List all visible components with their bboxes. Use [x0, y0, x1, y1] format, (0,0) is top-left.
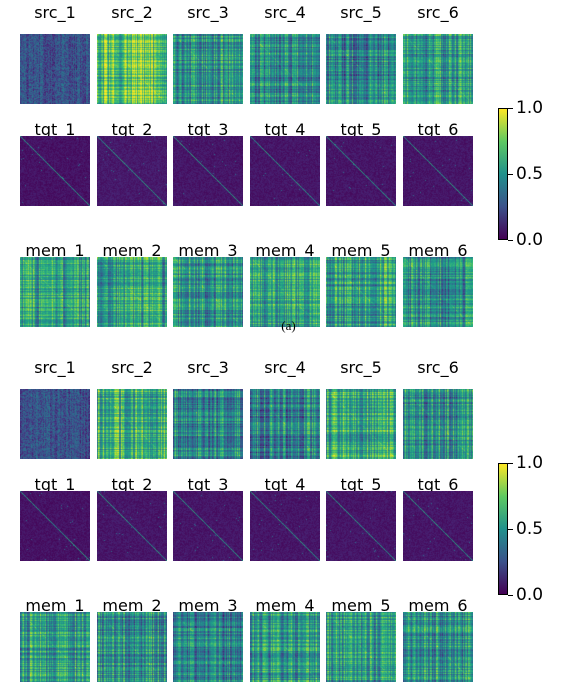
heatmap-tile-src-4 [250, 34, 320, 104]
colorbar-tick-label: 0.5 [516, 164, 544, 184]
heatmap-tile-src-6 [403, 34, 473, 104]
tile-title: mem_4 [255, 596, 315, 615]
heatmap-tile-tgt-2 [97, 136, 167, 206]
heatmap-tile-mem-2 [97, 612, 167, 682]
heatmap-tile-tgt-6 [403, 136, 473, 206]
heatmap-tile-tgt-5 [326, 491, 396, 561]
tile-title: tgt_5 [340, 120, 382, 139]
tile-title: src_1 [34, 358, 76, 377]
heatmap-tile-mem-3 [173, 257, 243, 327]
colorbar-tick [508, 463, 513, 464]
colorbar-tick [508, 240, 513, 241]
colorbar-tick [508, 174, 513, 175]
heatmap-tile-src-5 [326, 34, 396, 104]
heatmap-tile-src-1 [20, 34, 90, 104]
heatmap-tile-src-3 [173, 34, 243, 104]
colorbar-tick-label: 1.0 [516, 98, 544, 118]
tile-title: mem_1 [25, 596, 85, 615]
heatmap-tile-mem-6 [403, 257, 473, 327]
heatmap-tile-mem-2 [97, 257, 167, 327]
colorbar-tick-label: 0.0 [516, 230, 544, 250]
tile-title: src_5 [340, 358, 382, 377]
tile-title: tgt_6 [417, 120, 459, 139]
tile-title: tgt_5 [340, 475, 382, 494]
heatmap-tile-tgt-3 [173, 136, 243, 206]
colorbar-tick-label: 0.5 [516, 519, 544, 539]
tile-title: mem_6 [408, 241, 468, 260]
heatmap-tile-mem-1 [20, 257, 90, 327]
tile-title: tgt_3 [187, 475, 229, 494]
tile-title: src_5 [340, 3, 382, 22]
tile-title: src_6 [417, 3, 459, 22]
tile-title: mem_6 [408, 596, 468, 615]
tile-title: tgt_4 [264, 120, 306, 139]
colorbar-tick [508, 529, 513, 530]
colorbar [498, 108, 508, 240]
tile-title: tgt_6 [417, 475, 459, 494]
heatmap-tile-mem-5 [326, 612, 396, 682]
tile-title: src_4 [264, 358, 306, 377]
colorbar [498, 463, 508, 595]
tile-title: src_3 [187, 3, 229, 22]
figure-panel-b: src_1 src_2 src_3 src_4 src_5 src_6 tgt_1 tgt_2… [0, 355, 577, 682]
tile-title: src_3 [187, 358, 229, 377]
heatmap-tile-tgt-5 [326, 136, 396, 206]
heatmap-tile-mem-4 [250, 612, 320, 682]
heatmap-tile-tgt-1 [20, 136, 90, 206]
heatmap-tile-mem-4 [250, 257, 320, 327]
heatmap-tile-src-2 [97, 34, 167, 104]
tile-title: tgt_3 [187, 120, 229, 139]
tile-title: src_6 [417, 358, 459, 377]
tile-title: src_4 [264, 3, 306, 22]
panel-caption: (a) [281, 318, 296, 333]
tile-title: mem_3 [178, 241, 238, 260]
heatmap-tile-src-5 [326, 389, 396, 459]
heatmap-tile-src-3 [173, 389, 243, 459]
tile-title: src_2 [111, 358, 153, 377]
tile-title: tgt_2 [111, 475, 153, 494]
tile-title: tgt_2 [111, 120, 153, 139]
tile-title: mem_3 [178, 596, 238, 615]
heatmap-tile-mem-3 [173, 612, 243, 682]
heatmap-tile-tgt-2 [97, 491, 167, 561]
tile-title: mem_5 [331, 241, 391, 260]
tile-title: tgt_1 [34, 120, 76, 139]
heatmap-tile-tgt-1 [20, 491, 90, 561]
colorbar-tick [508, 108, 513, 109]
figure-panel-a: src_1 src_2 src_3 src_4 src_5 src_6 tgt_1 tgt_2… [0, 0, 577, 327]
tile-title: mem_2 [102, 596, 162, 615]
heatmap-tile-src-1 [20, 389, 90, 459]
tile-title: tgt_4 [264, 475, 306, 494]
colorbar-tick [508, 595, 513, 596]
heatmap-tile-mem-1 [20, 612, 90, 682]
heatmap-tile-mem-5 [326, 257, 396, 327]
heatmap-tile-src-6 [403, 389, 473, 459]
heatmap-tile-mem-6 [403, 612, 473, 682]
tile-title: mem_1 [25, 241, 85, 260]
heatmap-tile-src-4 [250, 389, 320, 459]
heatmap-tile-tgt-6 [403, 491, 473, 561]
tile-title: mem_2 [102, 241, 162, 260]
heatmap-tile-tgt-3 [173, 491, 243, 561]
heatmap-tile-tgt-4 [250, 136, 320, 206]
tile-title: tgt_1 [34, 475, 76, 494]
heatmap-tile-tgt-4 [250, 491, 320, 561]
colorbar-tick-label: 1.0 [516, 453, 544, 473]
colorbar-tick-label: 0.0 [516, 585, 544, 605]
heatmap-tile-src-2 [97, 389, 167, 459]
tile-title: src_2 [111, 3, 153, 22]
tile-title: mem_5 [331, 596, 391, 615]
tile-title: mem_4 [255, 241, 315, 260]
tile-title: src_1 [34, 3, 76, 22]
